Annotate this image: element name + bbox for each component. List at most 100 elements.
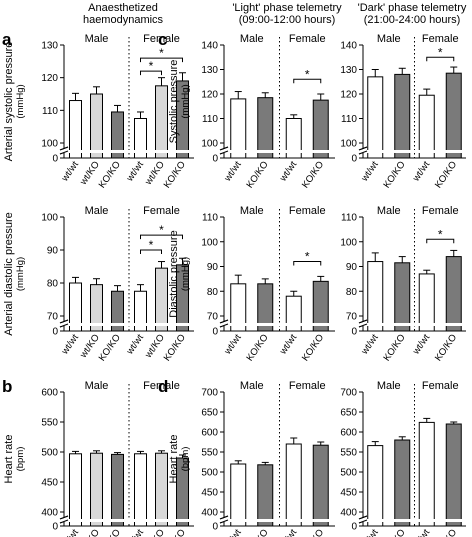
- significance-bracket: [426, 56, 455, 62]
- y-axis-label: Arterial systolic pressure: [3, 42, 15, 162]
- y-tick-label: 80: [346, 287, 358, 298]
- y-tick-label-zero: 0: [52, 327, 58, 338]
- bar: [367, 445, 384, 527]
- bar: [367, 76, 384, 159]
- axis-break-mark: [219, 515, 229, 520]
- significance-star: *: [438, 227, 443, 241]
- group-label-male: Male: [240, 33, 264, 45]
- bar: [418, 273, 435, 332]
- group-label-female: Female: [422, 380, 459, 392]
- group-label-female: Female: [289, 380, 326, 392]
- x-tick-label: wt/wt: [222, 332, 244, 357]
- x-tick-label: KO/KO: [300, 527, 326, 537]
- bar: [230, 98, 247, 159]
- bar: [257, 464, 274, 527]
- chart-c-light-diastolic: Diastolic pressure (mmHg) 70 80 90 100 110 0 Mal…: [168, 205, 336, 363]
- y-tick-label: 80: [207, 287, 219, 298]
- bar: [367, 261, 384, 332]
- column-headers: Anaesthetized haemodynamics 'Light' phas…: [83, 2, 467, 26]
- y-tick-label: 450: [41, 478, 58, 489]
- bar: [155, 452, 168, 527]
- significance-star: *: [305, 67, 310, 81]
- y-tick-label: 450: [340, 488, 357, 499]
- axis-break-mark: [219, 150, 229, 155]
- x-tick-label: KO/KO: [433, 527, 459, 537]
- bar: [69, 453, 82, 527]
- axis-break-mark: [59, 323, 69, 328]
- y-tick-label: 130: [201, 65, 218, 76]
- group-label-female: Female: [143, 33, 180, 45]
- y-tick-label: 450: [201, 488, 218, 499]
- y-tick-label: 100: [41, 213, 58, 224]
- y-tick-label: 650: [340, 408, 357, 419]
- bar: [394, 439, 411, 527]
- bar: [134, 453, 147, 527]
- y-axis-label: Diastolic pressure: [168, 230, 180, 317]
- header-light-phase-line2: (09:00-12:00 hours): [239, 14, 336, 26]
- bar: [418, 94, 435, 159]
- x-tick-label: KO/KO: [244, 527, 270, 537]
- y-tick-label: 90: [207, 262, 219, 273]
- group-label-male: Male: [85, 33, 109, 45]
- group-label-female: Female: [143, 205, 180, 217]
- axis-break-mark: [59, 150, 69, 155]
- y-tick-label-zero: 0: [52, 522, 58, 533]
- y-tick-label-zero: 0: [212, 327, 218, 338]
- y-tick-label: 400: [41, 508, 58, 519]
- y-tick-label: 400: [340, 508, 357, 519]
- group-label-female: Female: [143, 380, 180, 392]
- bar: [418, 421, 435, 527]
- group-label-male: Male: [377, 205, 401, 217]
- axis-break-gap: [59, 150, 195, 153]
- significance-bracket: [140, 57, 183, 63]
- y-axis-label: (mmHg): [15, 257, 26, 291]
- x-tick-label: KO/KO: [97, 159, 123, 190]
- x-tick-label: wt/wt: [277, 159, 299, 184]
- y-tick-label: 90: [47, 246, 59, 257]
- y-tick-label: 600: [41, 388, 58, 399]
- y-tick-label: 70: [207, 312, 219, 323]
- y-tick-label: 100: [201, 237, 218, 248]
- bar: [312, 444, 329, 527]
- x-tick-label: wt/wt: [277, 527, 299, 537]
- axis-break-mark: [358, 519, 368, 524]
- y-tick-label: 130: [41, 41, 58, 52]
- y-tick-label: 500: [201, 468, 218, 479]
- significance-bracket: [140, 234, 183, 240]
- y-tick-label: 120: [41, 73, 58, 84]
- y-tick-label: 550: [41, 418, 58, 429]
- y-tick-label: 100: [201, 139, 218, 150]
- axis-break-gap: [219, 150, 336, 153]
- y-tick-label-zero: 0: [351, 522, 357, 533]
- axis-break-mark: [358, 515, 368, 520]
- y-tick-label: 600: [340, 428, 357, 439]
- y-tick-label: 500: [340, 468, 357, 479]
- panel-letter-d: d: [158, 377, 168, 396]
- y-tick-label-zero: 0: [212, 522, 218, 533]
- bar: [90, 93, 103, 159]
- y-tick-label: 700: [201, 388, 218, 399]
- y-tick-label: 110: [202, 213, 218, 224]
- y-tick-label: 700: [340, 388, 357, 399]
- x-tick-label: KO/KO: [97, 332, 123, 363]
- y-tick-label: 110: [42, 106, 58, 117]
- y-tick-label: 110: [341, 213, 357, 224]
- y-tick-label: 80: [47, 279, 59, 290]
- significance-bracket: [293, 78, 322, 84]
- axis-break-gap: [59, 323, 195, 326]
- axis-break-gap: [59, 519, 195, 522]
- axis-break-mark: [358, 146, 368, 151]
- x-tick-label: KO/KO: [381, 159, 407, 190]
- x-tick-label: wt/wt: [59, 527, 81, 537]
- y-tick-label: 110: [341, 114, 357, 125]
- x-tick-label: wt/KO: [143, 527, 167, 537]
- bar: [394, 262, 411, 332]
- y-tick-label: 140: [201, 41, 218, 52]
- bar: [445, 256, 462, 332]
- y-tick-label: 600: [201, 428, 218, 439]
- y-axis-label: Arterial diastolic pressure: [3, 212, 15, 336]
- group-label-male: Male: [377, 380, 401, 392]
